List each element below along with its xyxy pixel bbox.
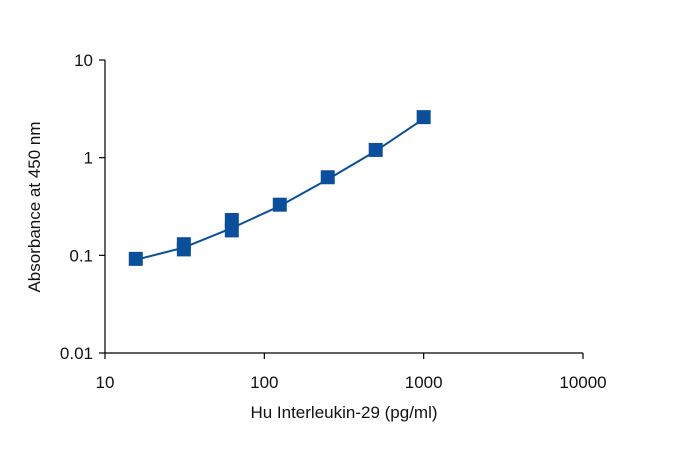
x-tick-label: 1000: [405, 373, 443, 392]
y-tick-label: 0.1: [69, 246, 93, 265]
y-tick-label: 10: [74, 51, 93, 70]
data-point: [320, 170, 335, 185]
x-axis-label: Hu Interleukin-29 (pg/ml): [250, 403, 437, 422]
x-tick-label: 100: [250, 373, 278, 392]
data-point: [416, 110, 431, 125]
data-point: [272, 197, 287, 212]
data-point: [368, 142, 383, 157]
y-tick-label: 0.01: [60, 344, 93, 363]
data-point: [224, 223, 239, 238]
data-point: [128, 251, 143, 266]
y-axis-label: Absorbance at 450 nm: [25, 121, 44, 292]
x-tick-label: 10000: [559, 373, 606, 392]
x-tick-label: 10: [96, 373, 115, 392]
y-tick-label: 1: [84, 149, 93, 168]
data-point: [176, 242, 191, 257]
